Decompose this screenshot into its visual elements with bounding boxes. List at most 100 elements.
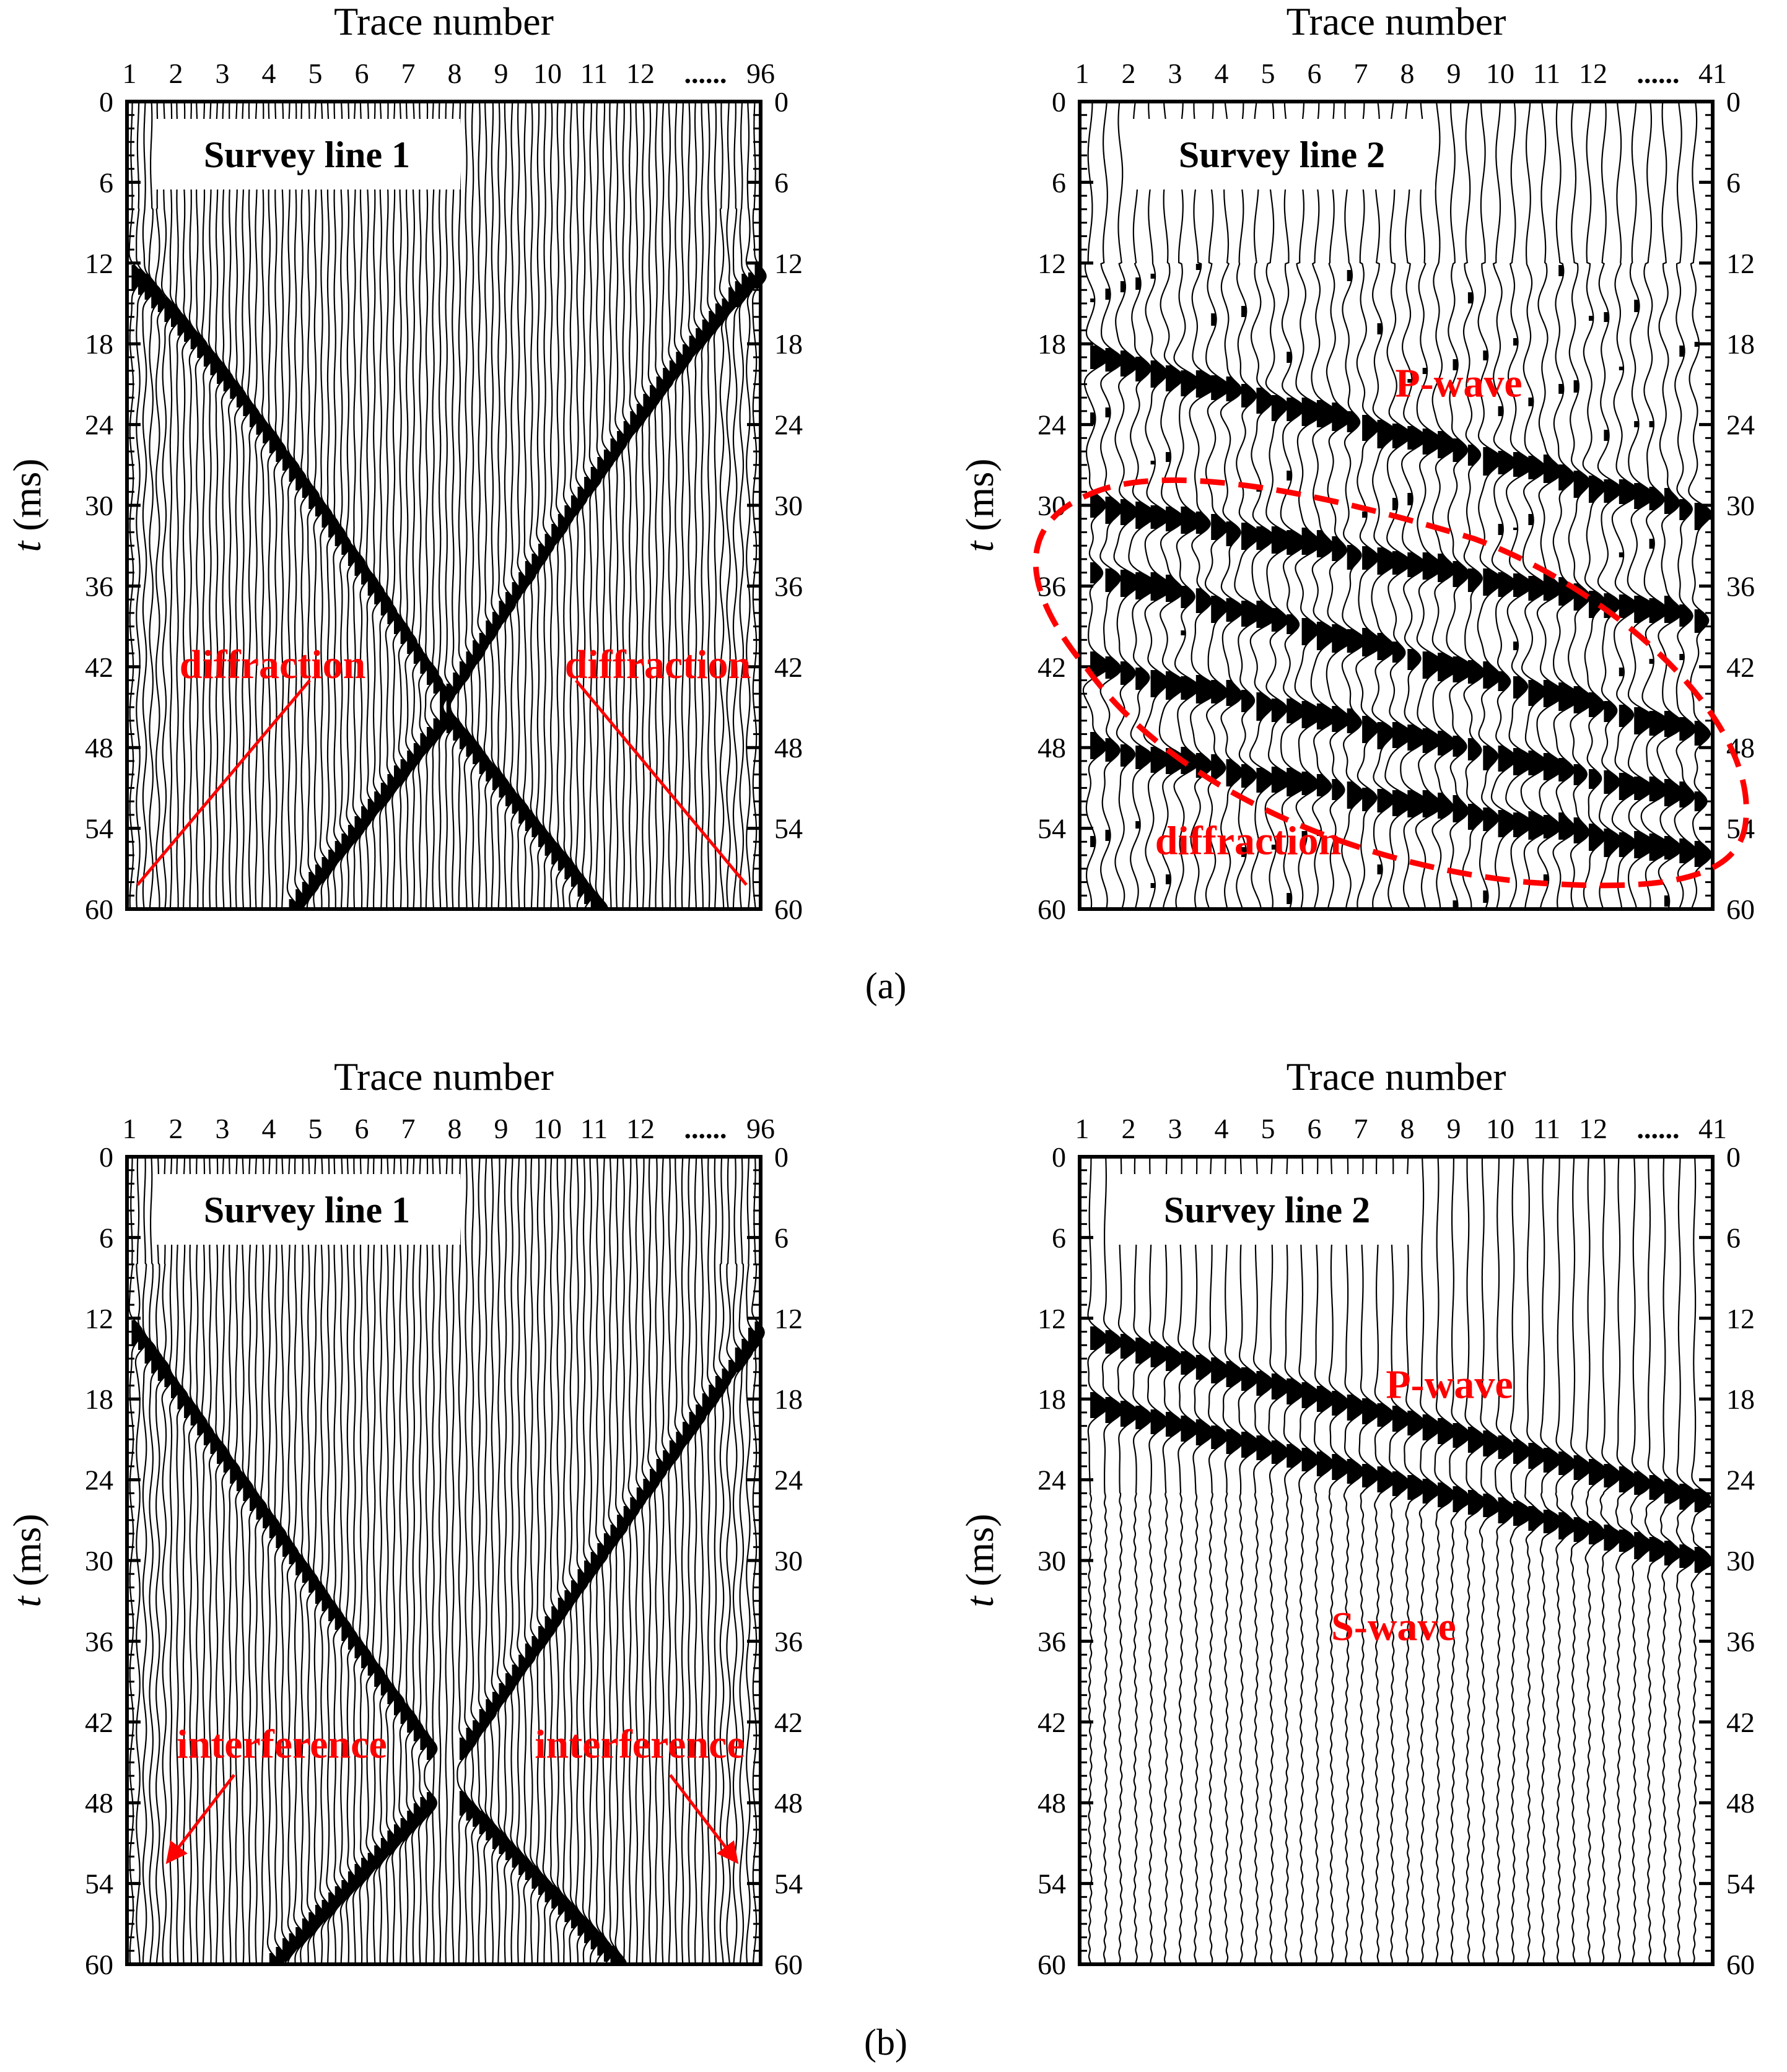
wavelet-fill [1694,342,1699,347]
wavelet-fill [1513,1501,1531,1526]
x-tick-label: 9 [1447,1113,1461,1144]
y-tick-label-right: 24 [1726,1465,1755,1496]
trace-12 [1252,1158,1275,1964]
wavelet-fill [1392,551,1411,575]
trace-88 [700,102,714,908]
y-tick-label-right: 18 [774,328,803,360]
wavelet-fill [1181,630,1186,635]
wavelet-fill [1301,1448,1319,1471]
wavelet-fill [1166,671,1186,700]
x-tick-label: 9 [494,58,509,89]
wavelet-fill [1513,528,1518,530]
wavelet-fill [1135,357,1151,381]
annotation-diffraction: diffraction [180,642,366,687]
wavelet-fill [1105,1330,1122,1354]
trace-94 [738,103,754,908]
y-tick-label-left: 18 [1038,1383,1066,1415]
wavelet-fill [1256,692,1274,721]
wavelet-fill [709,311,720,336]
trace-59 [509,1157,522,1963]
wavelet-fill [1120,1334,1137,1359]
trace-21 [260,103,273,908]
trace-2 [1101,1158,1124,1964]
wavelet-fill [1256,1371,1274,1396]
wavelet-fill [1377,722,1394,749]
x-tick-label: 10 [533,58,562,89]
wavelet-fill [1090,412,1096,425]
trace-23 [1415,102,1444,908]
trace-73 [601,1157,615,1964]
wavelet-fill [1181,676,1199,700]
wavelet-fill [1332,403,1351,431]
wavelet-fill [177,312,188,336]
x-tick-label: 7 [401,1113,416,1144]
trace-48 [437,102,450,908]
x-tick-label: 11 [580,58,608,89]
y-tick-label-left: 48 [85,732,113,764]
wavelet-fill [1347,629,1366,653]
trace-18 [240,1157,255,1963]
trace-34 [1584,1157,1608,1964]
trace-14 [215,102,229,908]
wavelet-fill [1316,1386,1335,1412]
trace-20 [254,1158,268,1964]
trace-17 [1328,1157,1351,1964]
wavelet-fill [1513,748,1536,775]
wavelet-fill [1392,722,1412,748]
x-tick-label: 9 [494,1113,509,1144]
wavelet-fill [1422,1479,1440,1504]
y-tick-label-left: 24 [85,1465,113,1496]
wavelet-fill [1664,711,1684,737]
wavelet-fill [1407,649,1421,670]
trace-67 [562,1158,576,1963]
trace-71 [588,103,602,908]
trace-37 [365,1157,378,1964]
trace-92 [725,102,739,908]
wavelet-fill [1453,438,1468,462]
wavelet-fill [1528,1443,1547,1469]
trace-88 [699,1157,713,1964]
wavelet-fill [1589,316,1594,321]
wavelet-fill [486,759,496,781]
trace-3 [142,103,157,908]
wavelet-fill [1604,701,1617,722]
wavelet-fill [1377,420,1396,448]
wavelet-fill [354,1864,365,1889]
x-tick-label: 6 [1308,58,1322,89]
wavelet-fill [1528,576,1547,601]
wavelet-fill [1150,274,1156,279]
wavelet-fill [1498,572,1516,597]
diffraction-zone-ellipse [1033,477,1749,889]
trace-36 [1615,1157,1638,1963]
trace-20 [254,102,266,908]
trace-6 [1162,1158,1184,1964]
wavelet-fill [1241,764,1257,788]
wavelet-fill [1287,352,1292,363]
wavelet-fill [394,765,404,789]
wavelet-fill [1589,591,1605,618]
wavelet-fill [1120,661,1135,685]
trace-15 [1294,103,1325,908]
wavelet-fill [1467,1427,1486,1453]
x-tick-label: 1 [1075,1113,1090,1144]
trace-82 [660,1158,673,1964]
trace-79 [641,1158,653,1963]
x-tick-label: 7 [401,58,416,89]
wavelet-fill [1483,890,1488,903]
trace-66 [555,1157,569,1963]
wavelet-fill [1316,1452,1334,1476]
wavelet-fill [1392,1406,1411,1432]
wavelet-fill [1438,554,1456,582]
wavelet-fill [1543,1510,1560,1533]
wavelet-fill [643,394,654,419]
y-tick-label-right: 6 [774,1222,789,1253]
y-tick-label-right: 48 [1726,1787,1755,1819]
trace-25 [1446,103,1475,908]
wavelet-fill [1271,395,1288,421]
trace-16 [1310,103,1339,908]
wavelet-fill [1513,812,1532,837]
wavelet-fill [1195,588,1212,613]
interference-arrow-right [669,1774,739,1865]
y-tick-label-right: 30 [1726,1545,1755,1577]
